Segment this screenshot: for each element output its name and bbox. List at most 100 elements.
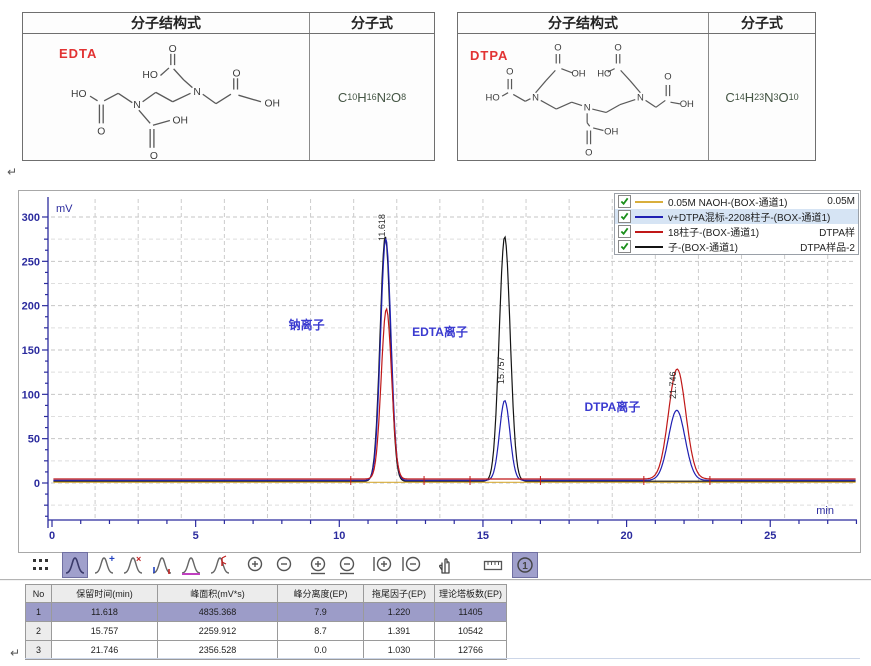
ion-annotation-label: 钠离子: [288, 318, 325, 333]
fit-view-icon[interactable]: [28, 552, 54, 578]
svg-text:200: 200: [22, 301, 40, 313]
svg-text:O: O: [97, 127, 105, 138]
svg-text:O: O: [233, 68, 241, 79]
svg-text:5: 5: [193, 530, 199, 542]
peak-delete-icon[interactable]: ×: [120, 552, 146, 578]
column-header-formula: 分子式: [741, 15, 783, 31]
legend-row[interactable]: 子-(BOX-通道1) DTPA样品-2: [615, 239, 858, 254]
svg-text:N: N: [193, 87, 200, 98]
toolbar-separator: [0, 579, 871, 581]
svg-text:250: 250: [22, 256, 40, 268]
svg-text:100: 100: [22, 389, 40, 401]
svg-text:O: O: [585, 147, 592, 158]
dtpa-molecule-table: 分子结构式 分子式 DTPA O HO O OH HO O O OH OH O N N N C 14 H 23…: [457, 12, 816, 161]
legend-line-sample: [635, 215, 663, 218]
peak-result-row[interactable]: 1 11.618 4835.368 7.9 1.220 11405: [25, 602, 507, 622]
legend-line-sample: [635, 200, 663, 203]
peak-split-icon[interactable]: [149, 552, 175, 578]
legend-line-sample: [635, 230, 663, 233]
legend-series-name: 18柱子-(BOX-通道1): [668, 228, 760, 239]
retention-time-label: 15.757: [495, 356, 506, 385]
svg-text:N: N: [637, 92, 644, 103]
zoom-in-x-icon[interactable]: [369, 552, 395, 578]
pan-hand-icon[interactable]: [432, 552, 458, 578]
column-header-structure: 分子结构式: [458, 13, 709, 33]
svg-text:HO: HO: [486, 92, 500, 103]
svg-text:OH: OH: [680, 99, 694, 110]
svg-text:10: 10: [333, 530, 345, 542]
svg-text:20: 20: [620, 530, 632, 542]
legend-checkbox-checked[interactable]: [618, 195, 631, 208]
peak-value-cell: 8.7: [277, 621, 364, 641]
peak-value-cell: 1.220: [363, 602, 435, 622]
peak-value-cell: 10542: [434, 621, 507, 641]
peak-value-cell: 2356.528: [157, 640, 278, 660]
svg-text:0: 0: [49, 530, 55, 542]
svg-text:O: O: [506, 67, 513, 78]
peak-number-cell: 3: [25, 640, 52, 660]
svg-text:15: 15: [477, 530, 489, 542]
peak-manual-icon[interactable]: [207, 552, 233, 578]
chromatogram-panel[interactable]: 0 50 100 150 200 250 300 0 5 10 15 20 25 mV min 0.05M …: [18, 190, 861, 553]
dtpa-label: DTPA: [470, 48, 509, 63]
svg-text:×: ×: [136, 554, 141, 564]
svg-text:150: 150: [22, 345, 40, 357]
results-header-row: No 保留时间(min) 峰面积(mV*s) 峰分离度(EP) 拖尾因子(EP) 理论塔板…: [25, 584, 507, 603]
ruler-icon[interactable]: [480, 552, 506, 578]
peak-value-cell: 11405: [434, 602, 507, 622]
svg-text:300: 300: [22, 212, 40, 224]
legend-checkbox-checked[interactable]: [618, 210, 631, 223]
legend-row[interactable]: 18柱子-(BOX-通道1) DTPA样: [615, 224, 858, 239]
panel-bottom-edge: [25, 658, 860, 659]
legend-line-sample: [635, 245, 663, 248]
svg-text:N: N: [133, 100, 140, 111]
results-column-header[interactable]: 峰面积(mV*s): [157, 584, 278, 603]
peak-value-cell: 2259.912: [157, 621, 278, 641]
peak-value-cell: 1.030: [363, 640, 435, 660]
dtpa-formula: C 14 H 23 N 3 O 10: [725, 89, 799, 105]
svg-text:min: min: [816, 505, 834, 517]
chromatogram-plot[interactable]: 0 50 100 150 200 250 300 0 5 10 15 20 25 mV min: [19, 191, 858, 550]
column-header-structure: 分子结构式: [23, 13, 310, 33]
svg-text:mV: mV: [56, 203, 73, 215]
edta-label: EDTA: [59, 46, 98, 61]
legend-checkbox-checked[interactable]: [618, 225, 631, 238]
edta-formula: C 10 H 16 N 2 O 8: [337, 89, 407, 105]
zoom-in-icon[interactable]: [243, 552, 269, 578]
results-column-header[interactable]: 拖尾因子(EP): [363, 584, 435, 603]
svg-text:OH: OH: [172, 115, 188, 126]
peak-number-cell: 1: [25, 602, 52, 622]
svg-text:OH: OH: [604, 127, 618, 138]
peak-value-cell: 15.757: [51, 621, 158, 641]
peak-value-cell: 0.0: [277, 640, 364, 660]
ion-annotation-label: DTPA离子: [584, 399, 641, 414]
svg-text:25: 25: [764, 530, 776, 542]
zoom-out-x-icon[interactable]: [398, 552, 424, 578]
svg-text:O: O: [614, 43, 621, 54]
channel-one-icon[interactable]: 1: [512, 552, 538, 578]
peak-value-cell: 1.391: [363, 621, 435, 641]
results-column-header[interactable]: 保留时间(min): [51, 584, 158, 603]
results-column-header[interactable]: 峰分离度(EP): [277, 584, 364, 603]
svg-text:OH: OH: [265, 98, 281, 109]
legend-row[interactable]: 0.05M NAOH-(BOX-通道1) 0.05M: [615, 194, 858, 209]
results-column-header[interactable]: 理论塔板数(EP): [434, 584, 507, 603]
svg-text:O: O: [554, 43, 561, 54]
results-column-header[interactable]: No: [25, 584, 52, 603]
retention-time-label: 21.746: [667, 371, 678, 399]
peak-result-row[interactable]: 3 21.746 2356.528 0.0 1.030 12766: [25, 640, 507, 660]
peak-result-row[interactable]: 2 15.757 2259.912 8.7 1.391 10542: [25, 621, 507, 641]
zoom-out-under-icon[interactable]: [335, 552, 361, 578]
legend-row[interactable]: v+DTPA混标-2208柱子-(BOX-通道1): [615, 209, 858, 224]
retention-time-label: 11.618: [376, 213, 387, 241]
legend-checkbox-checked[interactable]: [618, 240, 631, 253]
svg-text:HO: HO: [71, 89, 87, 100]
zoom-out-icon[interactable]: [272, 552, 298, 578]
peak-add-icon[interactable]: +: [91, 552, 117, 578]
peak-value-cell: 12766: [434, 640, 507, 660]
zoom-in-under-icon[interactable]: [306, 552, 332, 578]
peak-icon[interactable]: [62, 552, 88, 578]
ion-annotation-label: EDTA离子: [412, 325, 468, 340]
peak-baseline-icon[interactable]: [178, 552, 204, 578]
